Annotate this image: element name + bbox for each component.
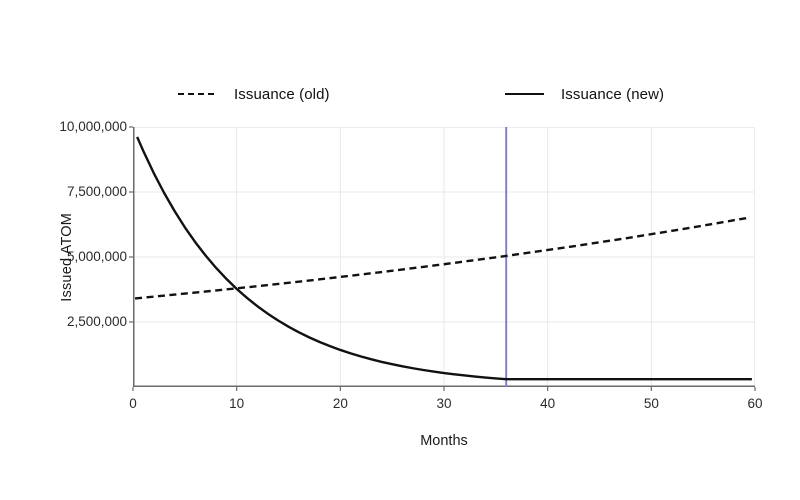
x-tick-label: 30 [436,396,452,411]
dashed-line-swatch-icon [178,92,217,96]
x-tick-label: 60 [747,396,763,411]
x-axis-title: Months [420,433,468,449]
x-tick-label: 10 [229,396,245,411]
legend-item-issuance-old: Issuance (old) [178,85,330,103]
x-tick-label: 20 [332,396,348,411]
y-tick-label: 5,000,000 [66,249,127,264]
y-tick-label: 10,000,000 [59,119,127,134]
y-tick-label: 7,500,000 [66,184,127,199]
legend-label-old: Issuance (old) [234,85,330,103]
chart-plot-area [129,126,756,391]
solid-line-swatch-icon [505,92,544,96]
series-line-issuance-old [134,216,751,300]
x-tick-label: 0 [129,396,137,411]
legend-label-new: Issuance (new) [561,85,665,103]
x-tick-label: 40 [540,396,556,411]
series-line-issuance-new [136,136,752,381]
y-tick-label: 2,500,000 [66,314,127,329]
legend-item-issuance-new: Issuance (new) [505,85,664,103]
x-tick-label: 50 [643,396,659,411]
